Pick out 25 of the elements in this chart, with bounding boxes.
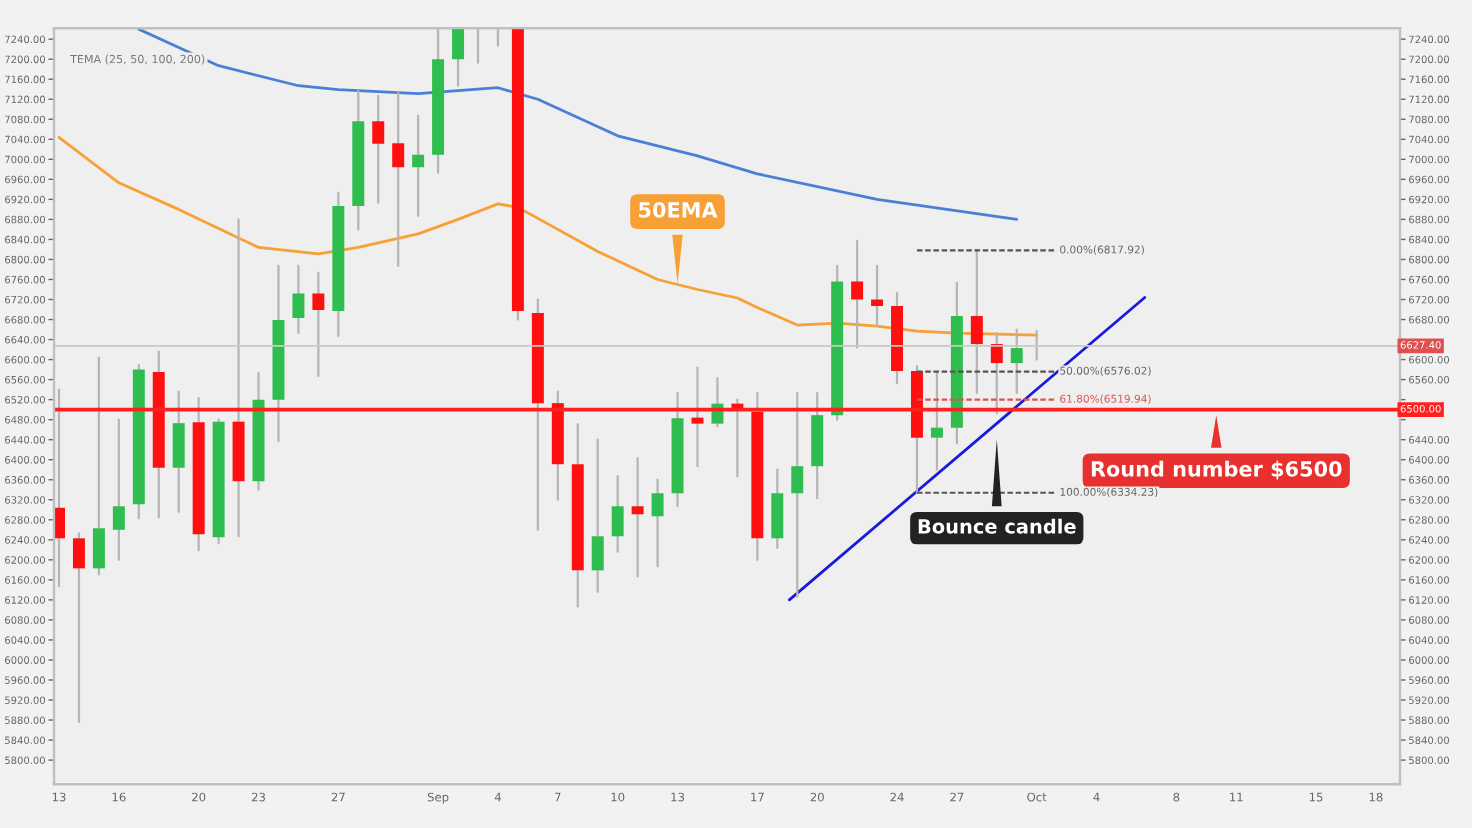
candlestick bbox=[591, 438, 604, 593]
candlestick bbox=[292, 264, 305, 335]
candlestick bbox=[791, 392, 804, 598]
candlestick bbox=[651, 478, 664, 568]
candlestick bbox=[930, 371, 943, 471]
candlestick bbox=[1010, 328, 1023, 395]
candlestick bbox=[771, 468, 784, 549]
annotation: Round number $6500 bbox=[1091, 460, 1342, 480]
annotation: 50EMA bbox=[639, 201, 718, 218]
line-series bbox=[57, 135, 1039, 337]
candlestick bbox=[412, 114, 425, 217]
candlestick bbox=[312, 271, 325, 378]
candlestick bbox=[92, 356, 105, 576]
candlestick bbox=[372, 94, 385, 204]
candlestick bbox=[172, 390, 185, 513]
candlestick bbox=[851, 239, 864, 349]
candlestick bbox=[691, 366, 704, 468]
candlestick bbox=[970, 249, 983, 395]
candlestick bbox=[112, 418, 125, 561]
candlestick bbox=[611, 475, 624, 553]
candlestick bbox=[631, 457, 644, 578]
annotation: Bounce candle bbox=[918, 518, 1076, 534]
candlestick bbox=[392, 91, 405, 268]
candlestick bbox=[871, 264, 884, 328]
candlestick bbox=[72, 532, 85, 724]
